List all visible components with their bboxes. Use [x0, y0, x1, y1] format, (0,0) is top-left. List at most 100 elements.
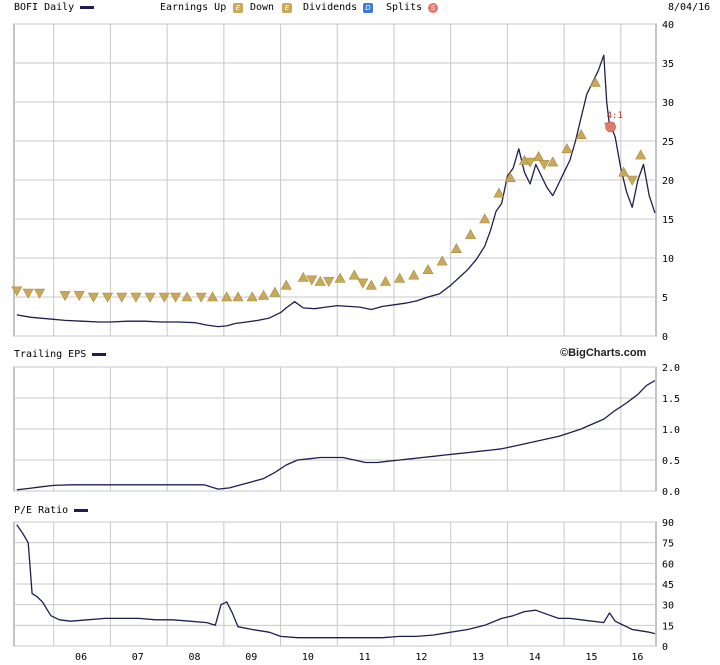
earnings-up-marker — [589, 76, 601, 87]
earnings-up-marker — [547, 156, 559, 167]
earnings-up-marker — [493, 187, 505, 198]
earnings-up-marker — [635, 149, 647, 160]
pe-swatch — [74, 508, 89, 512]
earnings-up-marker — [465, 228, 477, 239]
eps-series-line — [16, 380, 656, 491]
xtick-label: 06 — [75, 652, 87, 663]
pe-ytick-label: 75 — [662, 539, 674, 550]
earnings-up-marker — [221, 291, 233, 302]
earnings-down-marker — [102, 292, 114, 303]
earnings-up-marker — [232, 291, 244, 302]
earnings-up-marker — [348, 269, 360, 280]
eps-ytick-label: 0.5 — [662, 456, 680, 467]
xtick-label: 14 — [529, 652, 541, 663]
earnings-down-marker — [170, 292, 182, 303]
earnings-up-marker — [314, 275, 326, 286]
earnings-down-marker — [59, 291, 71, 302]
earnings-up-marker — [365, 279, 377, 290]
earnings-down-marker — [306, 275, 318, 286]
chart-date: 8/04/16 — [668, 2, 711, 13]
earnings-up-marker — [280, 279, 292, 290]
earnings-up-marker — [334, 272, 346, 283]
splits-label: Splits — [386, 2, 423, 13]
earnings-up-marker — [206, 291, 219, 302]
pe-ytick-label: 30 — [662, 601, 674, 612]
xtick-label: 15 — [585, 652, 597, 663]
xtick-label: 08 — [188, 652, 200, 663]
earnings-up-marker — [297, 271, 309, 282]
eps-legend-item: Trailing EPS — [14, 349, 107, 360]
series-label: BOFI Daily — [14, 2, 75, 13]
earnings-up-marker — [408, 269, 420, 280]
pe-ytick-label: 90 — [662, 518, 674, 529]
xtick-label: 10 — [302, 652, 314, 663]
price-ytick-label: 10 — [662, 254, 674, 265]
earnings-down-marker — [323, 277, 335, 288]
eps-ytick-label: 0.0 — [662, 487, 680, 498]
price-ytick-label: 35 — [662, 59, 674, 70]
earnings-down-marker — [144, 292, 156, 303]
split-marker — [605, 121, 616, 133]
earnings-up-marker — [422, 264, 434, 275]
bigcharts-brand: ©BigCharts.com — [560, 347, 647, 359]
xtick-label: 11 — [359, 652, 371, 663]
earnings-down-marker — [195, 292, 207, 303]
pe-ytick-label: 15 — [662, 621, 674, 632]
earnings-up-marker — [181, 291, 193, 302]
earnings-down-marker — [73, 291, 85, 302]
eps-panel: 0.0 0.5 1.0 1.5 2.0 — [13, 363, 680, 498]
splits-icon: S — [428, 3, 438, 13]
eps-ytick-label: 2.0 — [662, 363, 680, 374]
price-ytick-label: 15 — [662, 215, 674, 226]
pe-legend: P/E Ratio — [0, 503, 720, 519]
earnings-down-marker — [524, 157, 536, 168]
xtick-label: 16 — [631, 652, 643, 663]
earnings-down-marker — [34, 288, 46, 299]
earnings-down-marker — [538, 160, 550, 171]
series-swatch — [80, 5, 95, 9]
earnings-down-marker — [158, 292, 170, 303]
price-ytick-label: 25 — [662, 137, 674, 148]
dividends-label: Dividends — [303, 2, 358, 13]
eps-title: Trailing EPS — [14, 349, 87, 360]
earnings-down-marker — [11, 286, 23, 297]
earnings-down-marker — [116, 292, 128, 303]
earnings-down-label: Down — [250, 2, 275, 13]
xtick-label: 07 — [132, 652, 144, 663]
pe-ytick-label: 0 — [662, 642, 668, 653]
pe-legend-item: P/E Ratio — [14, 505, 89, 516]
pe-series-line — [16, 524, 656, 639]
price-legend: BOFI Daily Earnings Up E Down E Dividend… — [0, 0, 720, 16]
split-label: 4:1 — [607, 111, 623, 121]
earnings-up-marker — [450, 243, 462, 253]
xtick-label: 13 — [472, 652, 484, 663]
earnings-down-marker — [22, 288, 34, 299]
pe-title: P/E Ratio — [14, 505, 69, 516]
earnings-up-marker — [575, 129, 587, 140]
xtick-label: 12 — [415, 652, 427, 663]
earnings-up-marker — [504, 172, 516, 182]
price-ytick-label: 0 — [662, 332, 668, 343]
eps-ytick-label: 1.5 — [662, 394, 680, 405]
earnings-up-marker — [246, 291, 258, 302]
earnings-up-icon: E — [233, 3, 243, 13]
price-ytick-label: 40 — [662, 20, 674, 31]
price-ytick-label: 30 — [662, 98, 674, 109]
earnings-up-marker — [479, 213, 491, 224]
earnings-up-marker — [436, 255, 448, 266]
earnings-down-marker — [357, 278, 369, 289]
eps-legend: Trailing EPS — [0, 347, 720, 363]
earnings-up-marker — [394, 272, 406, 283]
dividends-icon: D — [363, 3, 373, 13]
earnings-down-marker — [130, 292, 142, 303]
pe-panel: 0 15 30 45 60 75 90 — [13, 518, 674, 653]
price-ytick-label: 5 — [662, 293, 668, 304]
earnings-up-marker — [269, 286, 281, 297]
earnings-up-marker — [561, 143, 573, 154]
earnings-up-marker — [258, 289, 270, 300]
earnings-up-marker — [379, 275, 391, 286]
eps-ytick-label: 1.0 — [662, 425, 680, 436]
pe-ytick-label: 45 — [662, 580, 674, 591]
xtick-label: 09 — [245, 652, 257, 663]
